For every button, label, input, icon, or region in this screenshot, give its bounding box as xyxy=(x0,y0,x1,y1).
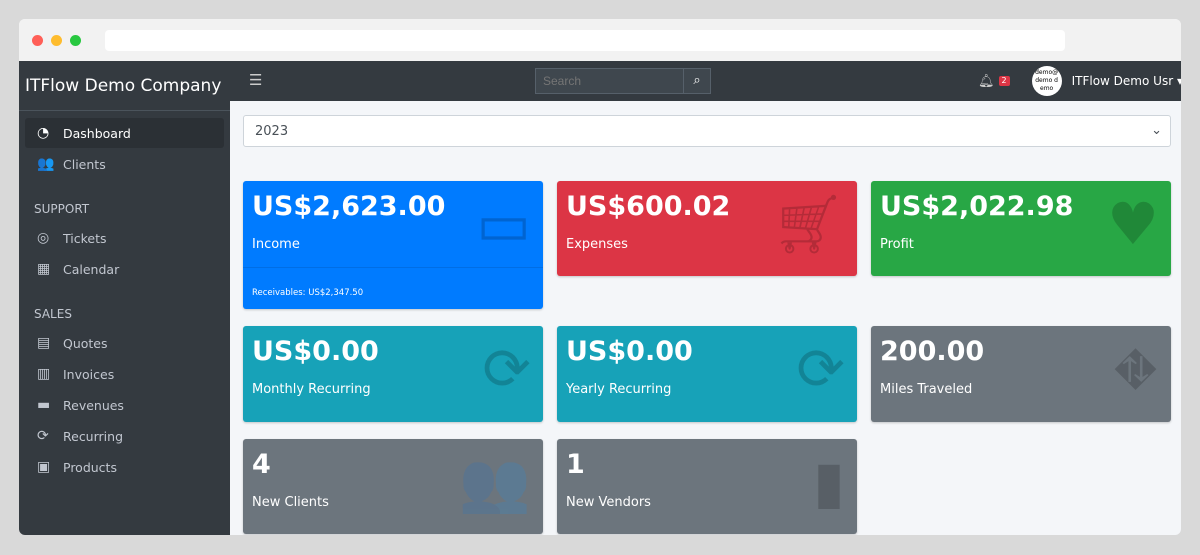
minimize-dot[interactable] xyxy=(51,35,62,46)
sync-icon: ⟳ xyxy=(796,335,845,403)
year-value: 2023 xyxy=(255,124,289,139)
card-value: 1 xyxy=(566,449,585,480)
card-income[interactable]: ▭ US$2,623.00 Income Receivables: US$2,3… xyxy=(243,181,543,309)
sidebar-item-quotes[interactable]: ▤ Quotes xyxy=(25,328,224,358)
route-icon: ⛖ xyxy=(1112,335,1159,403)
year-select[interactable]: 2023 ⌄ xyxy=(243,115,1171,147)
card-expenses[interactable]: 🛒︎ US$600.02 Expenses xyxy=(557,181,857,276)
sales-header: SALES xyxy=(34,307,72,321)
heart-icon: ♥ xyxy=(1107,190,1159,258)
close-dot[interactable] xyxy=(32,35,43,46)
sidebar-item-clients[interactable]: 👥 Clients xyxy=(25,149,224,179)
card-label: New Vendors xyxy=(566,495,651,510)
card-value: US$2,623.00 xyxy=(252,191,446,222)
card-new-vendors[interactable]: ▮ 1 New Vendors xyxy=(557,439,857,534)
receivables: Receivables: US$2,347.50 xyxy=(252,288,364,298)
sidebar-item-dashboard[interactable]: ◔ Dashboard xyxy=(25,118,224,148)
card-label: Income xyxy=(252,237,300,252)
sidebar: ITFlow Demo Company ◔ Dashboard 👥 Clients … xyxy=(19,61,230,535)
label: Recurring xyxy=(63,428,123,444)
sidebar-item-recurring[interactable]: ⟳ Recurring xyxy=(25,421,224,451)
card-monthly-recurring[interactable]: ⟳ US$0.00 Monthly Recurring xyxy=(243,326,543,422)
sidebar-item-invoices[interactable]: ▥ Invoices xyxy=(25,359,224,389)
notification-badge: 2 xyxy=(998,76,1010,86)
users-icon: 👥 xyxy=(458,448,531,516)
card-value: US$0.00 xyxy=(252,336,379,367)
card-value: US$600.02 xyxy=(566,191,731,222)
label: Calendar xyxy=(63,261,120,277)
sidebar-item-products[interactable]: ▣ Products xyxy=(25,452,224,482)
avatar[interactable]: demo@demo demo xyxy=(1031,66,1062,96)
card-miles-traveled[interactable]: ⛖ 200.00 Miles Traveled xyxy=(871,326,1171,422)
browser-window: ITFlow Demo Company ◔ Dashboard 👥 Clients … xyxy=(19,19,1181,535)
card-label: Monthly Recurring xyxy=(252,382,371,397)
user-menu[interactable]: ITFlow Demo Usr ▾ xyxy=(1071,74,1181,88)
browser-chrome xyxy=(19,19,1181,61)
user-name: ITFlow Demo Usr xyxy=(1071,74,1174,88)
label: Quotes xyxy=(63,335,108,351)
menu-toggle-icon[interactable]: ☰ xyxy=(249,71,263,89)
label: Clients xyxy=(63,156,106,172)
sync-icon: ⟳ xyxy=(482,335,531,403)
card-label: Expenses xyxy=(566,237,628,252)
card-label: Miles Traveled xyxy=(880,382,973,397)
topbar-right: 🔔︎ 2 demo@demo demo ITFlow Demo Usr ▾ xyxy=(978,61,1181,101)
sidebar-item-calendar[interactable]: ▦ Calendar xyxy=(25,254,224,284)
divider xyxy=(243,267,543,268)
box-icon: ▣ xyxy=(37,459,51,475)
top-navbar: ☰ ⌕ 🔔︎ 2 demo@demo demo ITFlow Demo Usr … xyxy=(230,61,1181,101)
label: Dashboard xyxy=(63,125,131,141)
maximize-dot[interactable] xyxy=(70,35,81,46)
card-value: 4 xyxy=(252,449,271,480)
shopping-cart-icon: 🛒︎ xyxy=(771,190,845,258)
credit-card-icon: ▭ xyxy=(476,190,531,258)
support-header: SUPPORT xyxy=(34,202,90,216)
sync-icon: ⟳ xyxy=(37,428,49,444)
card-new-clients[interactable]: 👥 4 New Clients xyxy=(243,439,543,534)
search-input[interactable] xyxy=(535,68,684,94)
address-bar[interactable] xyxy=(105,30,1065,51)
card-label: New Clients xyxy=(252,495,329,510)
label: Products xyxy=(63,459,117,475)
sidebar-item-revenues[interactable]: ▬ Revenues xyxy=(25,390,224,420)
life-ring-icon: ◎ xyxy=(37,230,50,246)
tachometer-icon: ◔ xyxy=(37,125,50,141)
card-label: Yearly Recurring xyxy=(566,382,672,397)
users-icon: 👥 xyxy=(37,156,55,172)
card-yearly-recurring[interactable]: ⟳ US$0.00 Yearly Recurring xyxy=(557,326,857,422)
label: Revenues xyxy=(63,397,124,413)
card-value: 200.00 xyxy=(880,336,985,367)
invoice-icon: ▥ xyxy=(37,366,51,382)
sidebar-item-tickets[interactable]: ◎ Tickets xyxy=(25,223,224,253)
card-value: US$0.00 xyxy=(566,336,693,367)
credit-card-icon: ▬ xyxy=(37,397,51,413)
chevron-down-icon: ⌄ xyxy=(1151,123,1162,138)
bell-icon[interactable]: 🔔︎ xyxy=(978,73,995,89)
building-icon: ▮ xyxy=(813,448,845,516)
file-icon: ▤ xyxy=(37,335,51,351)
search-form: ⌕ xyxy=(535,68,711,94)
calendar-icon: ▦ xyxy=(37,261,51,277)
search-icon[interactable]: ⌕ xyxy=(684,68,711,94)
card-label: Profit xyxy=(880,237,914,252)
card-value: US$2,022.98 xyxy=(880,191,1074,222)
brand[interactable]: ITFlow Demo Company xyxy=(19,61,230,111)
label: Tickets xyxy=(63,230,107,246)
label: Invoices xyxy=(63,366,115,382)
dashboard-main: 2023 ⌄ ▭ US$2,623.00 Income Receivables: … xyxy=(230,101,1181,535)
card-profit[interactable]: ♥ US$2,022.98 Profit xyxy=(871,181,1171,276)
